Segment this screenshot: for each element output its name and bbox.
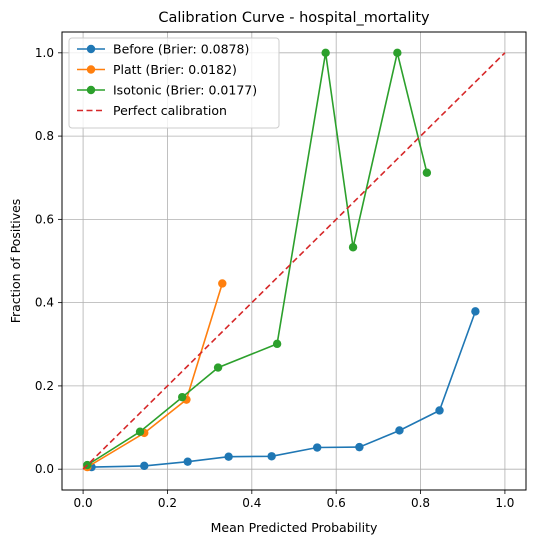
series-3 bbox=[82, 52, 506, 470]
data-point bbox=[183, 457, 192, 466]
x-tick-label: 0.2 bbox=[158, 496, 177, 510]
series-line bbox=[91, 311, 477, 468]
data-point bbox=[178, 392, 187, 402]
series-2 bbox=[83, 48, 432, 470]
data-point bbox=[313, 443, 322, 452]
series-line bbox=[82, 52, 506, 470]
y-tick-label: 0.8 bbox=[35, 129, 54, 143]
legend-label: Before (Brier: 0.0878) bbox=[113, 42, 249, 57]
legend-marker bbox=[86, 44, 96, 54]
data-point bbox=[218, 279, 227, 288]
data-point bbox=[272, 339, 282, 349]
y-axis-label: Fraction of Positives bbox=[8, 199, 23, 324]
x-tick-label: 1.0 bbox=[495, 496, 514, 510]
legend: Before (Brier: 0.0878) Platt (Brier: 0.01… bbox=[68, 37, 280, 129]
data-point bbox=[422, 168, 432, 177]
x-tick-label: 0.4 bbox=[242, 496, 261, 510]
y-tick-label: 1.0 bbox=[35, 46, 54, 60]
data-point bbox=[471, 307, 480, 316]
x-tick-label: 0.8 bbox=[411, 496, 430, 510]
plot-frame bbox=[61, 31, 527, 491]
data-point bbox=[135, 427, 145, 436]
legend-label: Isotonic (Brier: 0.0177) bbox=[113, 83, 257, 98]
y-tick-label: 0.4 bbox=[35, 296, 54, 310]
data-point bbox=[213, 363, 223, 372]
data-point bbox=[395, 426, 404, 435]
legend-marker bbox=[86, 85, 96, 95]
data-point bbox=[224, 452, 233, 461]
data-point bbox=[355, 442, 364, 452]
y-tick-label: 0.6 bbox=[35, 212, 54, 226]
data-point bbox=[393, 48, 402, 58]
data-point bbox=[267, 452, 276, 461]
data-point bbox=[140, 461, 149, 471]
series-0 bbox=[87, 307, 480, 472]
y-tick-label: 0.0 bbox=[35, 462, 54, 476]
x-tick-label: 0.6 bbox=[327, 496, 346, 510]
y-tick-label: 0.2 bbox=[35, 379, 54, 393]
series-line bbox=[86, 283, 224, 468]
x-tick-label: 0.0 bbox=[74, 496, 93, 510]
legend-box bbox=[68, 37, 280, 129]
data-point bbox=[348, 243, 358, 252]
legend-label: Platt (Brier: 0.0182) bbox=[113, 62, 237, 77]
data-point bbox=[321, 48, 330, 58]
axis-ticks: 0.0 0.2 0.4 0.6 0.8 1.0 0.0 0.2 0.4 0.6 0.8 1.0 bbox=[35, 46, 515, 510]
data-point bbox=[435, 406, 444, 415]
x-axis-label: Mean Predicted Probability bbox=[211, 520, 378, 535]
chart-title: Calibration Curve - hospital_mortality bbox=[158, 10, 430, 26]
legend-label: Perfect calibration bbox=[113, 103, 227, 118]
legend-marker bbox=[86, 65, 96, 74]
series-layer bbox=[82, 48, 506, 472]
